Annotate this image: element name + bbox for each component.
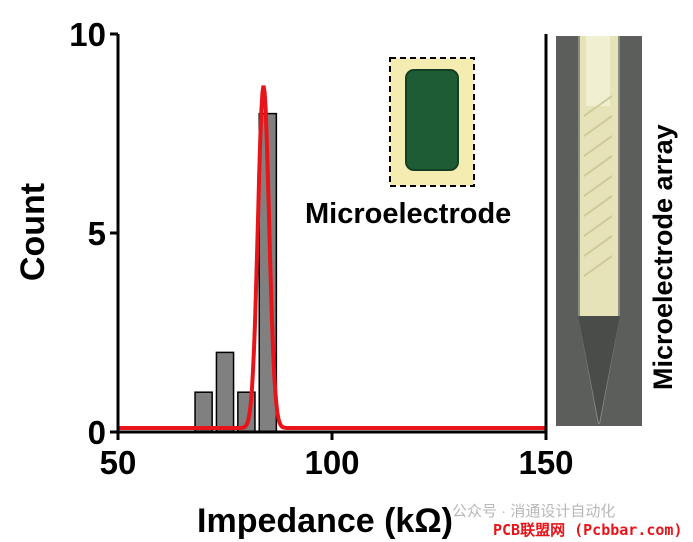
microelectrode-array-photo: [556, 36, 642, 426]
x-tick-label-2: 150: [518, 444, 573, 481]
gaussian-fit-curve: [118, 85, 546, 430]
wechat-watermark: 公众号 · 消通设计自动化: [452, 503, 616, 520]
microelectrode-array-label: Microelectrode array: [648, 124, 678, 390]
tick-labels: 0 5 10 50 100 150: [69, 16, 573, 481]
site-watermark: PCB联盟网 (Pcbbar.com): [493, 521, 683, 539]
y-tick-label-0: 0: [88, 414, 106, 451]
y-tick-label-1: 5: [88, 215, 106, 252]
x-tick-label-0: 50: [100, 444, 137, 481]
x-tick-label-1: 100: [304, 444, 359, 481]
axes: [110, 32, 548, 440]
microelectrode-label: Microelectrode: [305, 198, 512, 230]
histogram-bars: [194, 112, 278, 433]
x-axis-label: Impedance (kΩ): [197, 502, 453, 540]
microelectrode-photo: [389, 57, 475, 187]
y-tick-label-2: 10: [69, 16, 106, 53]
y-axis-label: Count: [14, 183, 52, 281]
histogram-bar-1: [215, 351, 235, 433]
